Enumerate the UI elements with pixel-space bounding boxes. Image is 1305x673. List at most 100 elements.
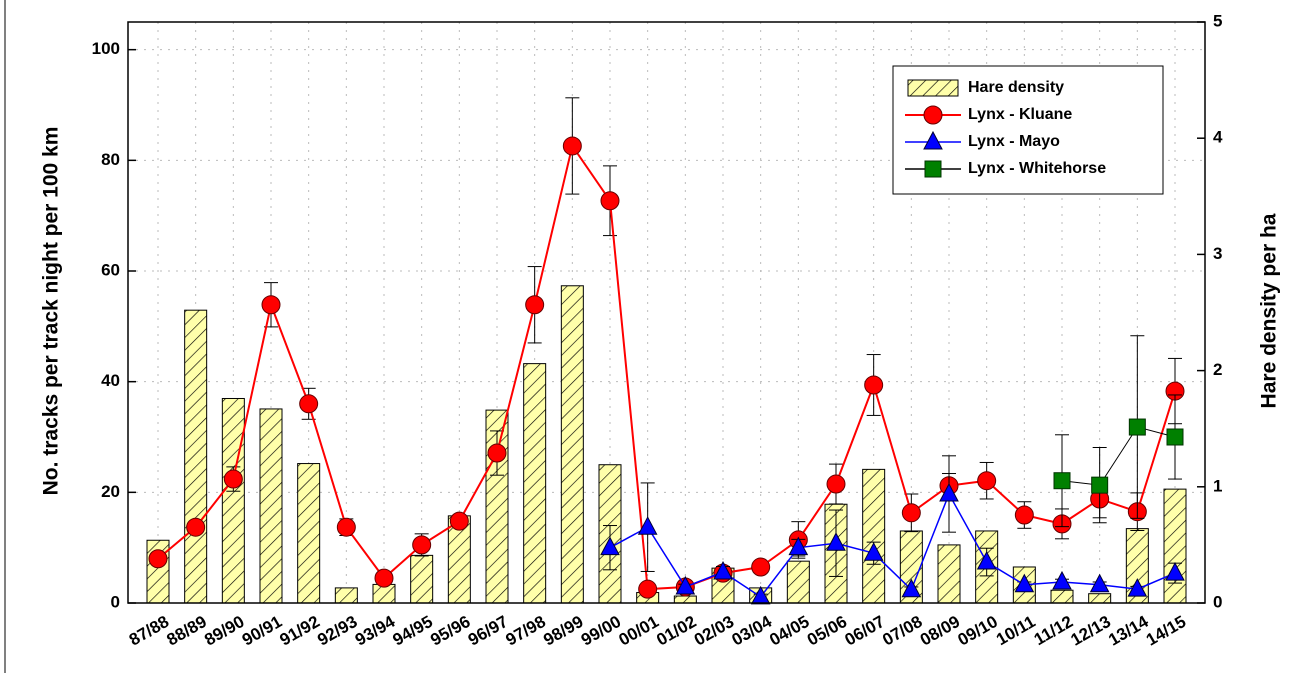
x-tick-label: 09/10 [955, 612, 1001, 650]
point [901, 503, 921, 523]
y2-tick-label: 2 [1213, 360, 1222, 379]
point [901, 578, 922, 598]
bar [221, 397, 245, 604]
x-tick-label: 13/14 [1105, 612, 1152, 650]
legend-swatch [907, 79, 959, 97]
point [1166, 428, 1184, 446]
bar [410, 554, 434, 604]
point [336, 517, 356, 537]
x-tick-label: 07/08 [879, 612, 925, 650]
y2-tick-label: 4 [1213, 128, 1223, 147]
legend-marker [923, 130, 943, 150]
point [148, 549, 168, 569]
bar [673, 595, 697, 604]
x-tick-label: 96/97 [465, 612, 511, 650]
series-line [157, 143, 1176, 591]
point [1128, 418, 1146, 436]
point [675, 575, 696, 595]
x-tick-label: 04/05 [766, 612, 812, 650]
x-tick-label: 03/04 [729, 612, 776, 650]
bar [523, 363, 547, 604]
bar [786, 560, 810, 604]
point [638, 579, 658, 599]
y2-tick-label: 3 [1213, 244, 1222, 263]
point [1165, 562, 1185, 581]
bar [937, 544, 961, 604]
x-tick-label: 97/98 [503, 612, 549, 650]
bar [1163, 488, 1187, 604]
point [600, 191, 620, 211]
legend-marker [923, 105, 943, 125]
y2-tick-label: 0 [1213, 592, 1222, 611]
x-tick-label: 90/91 [239, 612, 285, 650]
legend-label: Lynx - Whitehorse [968, 160, 1106, 177]
y-tick-label: 0 [111, 592, 120, 611]
legend-label: Lynx - Kluane [968, 106, 1072, 123]
point [637, 516, 658, 535]
point [976, 550, 997, 570]
x-tick-label: 00/01 [616, 612, 662, 650]
point [826, 474, 846, 494]
x-tick-label: 88/89 [164, 612, 210, 650]
bar [560, 285, 584, 604]
bar [259, 408, 283, 604]
bar [334, 587, 358, 604]
point [751, 557, 771, 577]
legend-label: Hare density [968, 79, 1064, 96]
point [1053, 472, 1071, 490]
y-tick-label: 100 [92, 39, 120, 58]
bar [1088, 593, 1112, 604]
x-tick-label: 10/11 [993, 612, 1039, 649]
point [1014, 505, 1034, 525]
y2-axis-title: Hare density per ha [1258, 213, 1281, 408]
point [1052, 570, 1072, 590]
point [186, 517, 206, 537]
x-tick-label: 12/13 [1068, 612, 1114, 650]
x-tick-label: 89/90 [201, 612, 247, 650]
point [261, 295, 281, 315]
x-tick-label: 87/88 [126, 612, 172, 650]
series-line [609, 492, 1176, 598]
point [600, 536, 620, 556]
point [939, 482, 959, 502]
x-tick-label: 98/99 [540, 612, 586, 650]
point [487, 443, 507, 463]
bar [297, 463, 321, 604]
x-tick-label: 08/09 [917, 612, 963, 650]
point [826, 532, 846, 551]
x-tick-label: 91/92 [277, 612, 323, 650]
point [449, 511, 469, 531]
y-tick-label: 60 [101, 260, 120, 279]
x-tick-label: 93/94 [352, 612, 399, 650]
y-tick-label: 20 [101, 482, 120, 501]
point [1091, 476, 1109, 494]
series-line [1061, 426, 1176, 486]
point [1089, 573, 1110, 593]
bar [184, 309, 208, 604]
point [299, 394, 319, 414]
y2-tick-label: 5 [1213, 11, 1222, 30]
point [788, 536, 809, 556]
x-tick-label: 11/12 [1031, 612, 1077, 649]
x-tick-label: 01/02 [653, 612, 699, 650]
legend-label: Lynx - Mayo [968, 133, 1060, 150]
legend-marker [924, 160, 942, 178]
point [713, 560, 733, 580]
x-tick-label: 02/03 [691, 612, 737, 650]
plot-frame [127, 21, 1206, 604]
point [750, 585, 771, 605]
x-tick-label: 05/06 [804, 612, 850, 650]
point [1014, 573, 1035, 593]
x-tick-label: 95/96 [427, 612, 473, 650]
bar [862, 468, 886, 604]
x-tick-label: 92/93 [314, 612, 360, 650]
point [223, 469, 243, 489]
point [412, 535, 432, 555]
point [864, 375, 884, 395]
y-tick-label: 40 [101, 371, 120, 390]
point [863, 542, 884, 561]
point [374, 568, 394, 588]
y-tick-label: 80 [101, 150, 120, 169]
y2-tick-label: 1 [1213, 476, 1222, 495]
